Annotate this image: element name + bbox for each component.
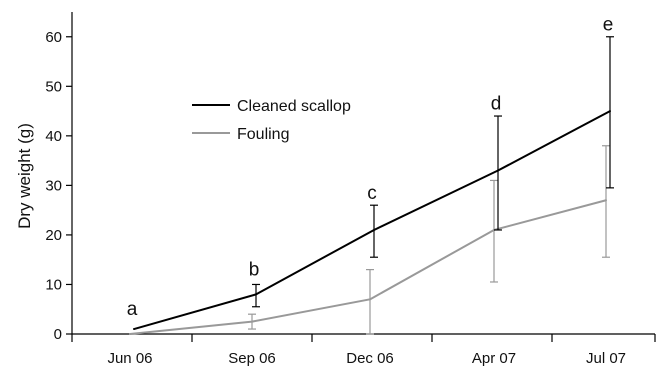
x-tick-label: Jul 07 [586,350,626,367]
series-line [133,110,611,331]
data-point [369,298,371,301]
y-tick-label: 60 [45,29,62,46]
data-point [255,293,257,296]
data-point [373,228,375,231]
data-point [129,333,131,335]
y-tick-label: 40 [45,128,62,145]
significance-letter: b [249,260,260,281]
data-point [609,110,611,113]
y-axis-label: Dry weight (g) [15,123,34,229]
data-point [497,169,499,172]
data-point [251,320,253,323]
series-cleaned-scallop [133,36,614,331]
significance-letter: a [127,299,138,320]
y-tick-label: 50 [45,78,62,95]
series-layer [129,36,614,335]
series-fouling [129,145,610,335]
significance-letter: d [491,94,502,115]
x-tick-label: Jun 06 [107,350,152,367]
x-tick-label: Dec 06 [346,350,394,367]
significance-letter: e [603,14,614,35]
significance-letter: c [367,183,377,204]
legend: Cleaned scallop Fouling [192,98,351,143]
y-tick-label: 20 [45,227,62,244]
y-tick-label: 0 [54,326,62,343]
series-line [129,199,607,335]
x-tick-label: Apr 07 [472,350,516,367]
y-tick-label: 30 [45,177,62,194]
axes: 0 10 20 30 40 50 60 Jun 06 Sep 06 Dec 06 Apr 07 Jul… [45,12,656,367]
legend-label: Cleaned scallop [237,98,351,115]
annotation-layer: a b c d e [127,14,614,320]
data-point [133,328,135,331]
legend-label: Fouling [237,126,289,143]
y-tick-label: 10 [45,276,62,293]
data-point [605,199,607,202]
x-tick-label: Sep 06 [228,350,276,367]
